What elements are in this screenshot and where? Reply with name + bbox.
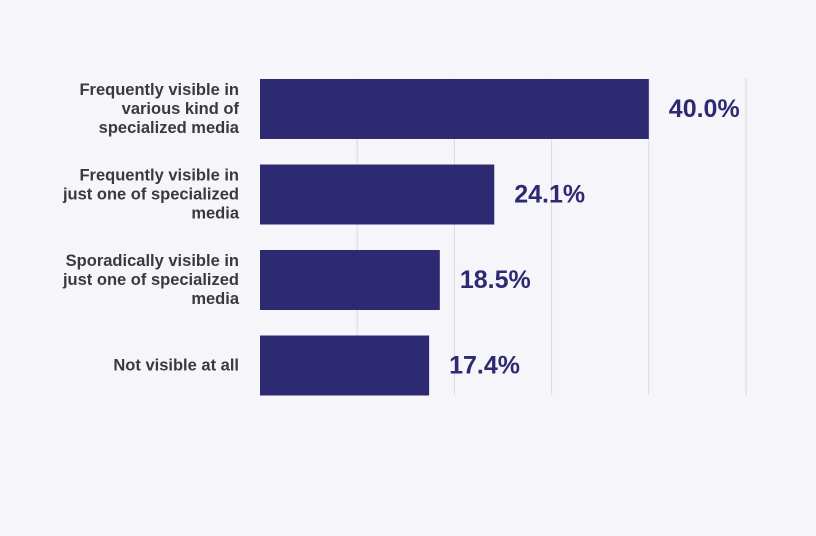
category-label-line: media <box>191 205 240 223</box>
bar-1 <box>260 79 649 139</box>
category-label-1: Frequently visible in various kind of spec… <box>79 81 239 137</box>
category-label-line: Frequently visible in <box>79 81 239 99</box>
category-label-line: just one of specialized <box>62 186 239 204</box>
category-labels: Frequently visible in various kind of spec… <box>62 81 240 375</box>
category-label-2: Frequently visible in just one of special… <box>62 167 240 223</box>
value-label-1: 40.0% <box>669 95 740 123</box>
category-label-line: Sporadically visible in <box>66 252 239 270</box>
value-label-2: 24.1% <box>514 181 585 209</box>
category-label-line: Not visible at all <box>113 357 239 375</box>
category-label-3: Sporadically visible in just one of speci… <box>62 252 240 308</box>
category-label-line: just one of specialized <box>62 271 239 289</box>
bars <box>260 79 649 396</box>
category-label-line: media <box>191 290 240 308</box>
bar-4 <box>260 335 430 396</box>
category-label-line: various kind of <box>122 100 240 118</box>
category-label-line: Frequently visible in <box>79 167 239 185</box>
category-label-4: Not visible at all <box>113 357 239 375</box>
value-labels: 40.0% 24.1% 18.5% 17.4% <box>449 95 740 380</box>
bar-2 <box>260 164 495 225</box>
value-label-4: 17.4% <box>449 352 520 380</box>
category-label-line: specialized media <box>99 119 240 137</box>
bar-3 <box>260 250 440 310</box>
value-label-3: 18.5% <box>460 266 531 294</box>
